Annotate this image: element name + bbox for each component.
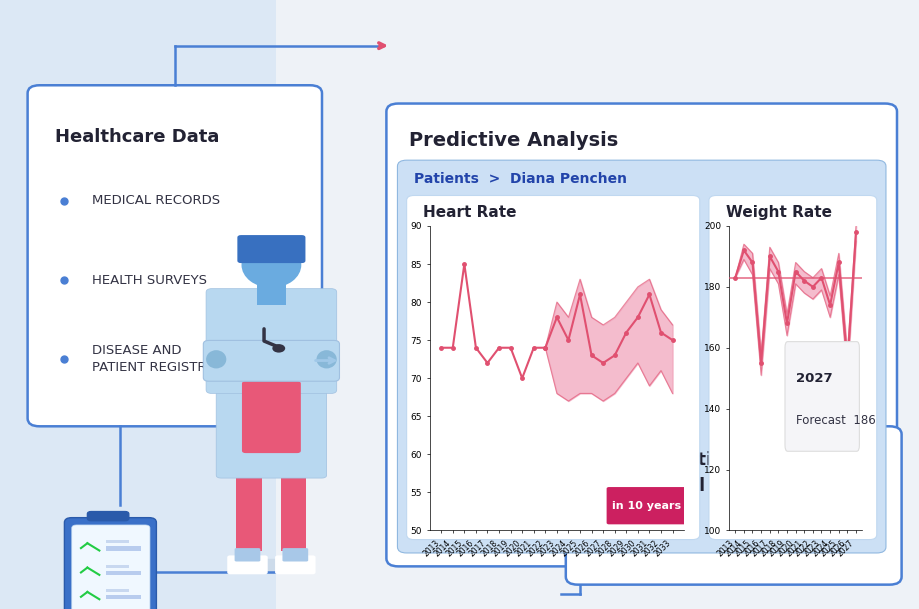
Bar [106, 571, 141, 575]
FancyBboxPatch shape [784, 342, 858, 451]
Text: Predictive Analysis: Predictive Analysis [409, 131, 618, 150]
FancyBboxPatch shape [64, 518, 156, 609]
FancyBboxPatch shape [234, 548, 260, 561]
Bar [106, 565, 129, 568]
FancyBboxPatch shape [282, 548, 308, 561]
FancyBboxPatch shape [606, 487, 686, 524]
FancyBboxPatch shape [242, 381, 301, 453]
Bar [106, 540, 129, 543]
FancyBboxPatch shape [203, 340, 339, 381]
Ellipse shape [241, 242, 301, 288]
Text: MEDICAL RECORDS: MEDICAL RECORDS [92, 194, 220, 208]
Polygon shape [0, 0, 276, 609]
FancyBboxPatch shape [216, 362, 326, 478]
Ellipse shape [272, 344, 285, 353]
Text: Forecast  186: Forecast 186 [795, 414, 874, 428]
FancyBboxPatch shape [406, 195, 699, 540]
Text: Heart Rate: Heart Rate [423, 205, 516, 220]
FancyBboxPatch shape [397, 160, 885, 553]
Text: More effective
operational and clinical
decisions: More effective operational and clinical … [588, 451, 824, 521]
FancyBboxPatch shape [275, 555, 315, 574]
Bar [106, 595, 141, 599]
FancyBboxPatch shape [565, 426, 901, 585]
Bar [280, 472, 306, 551]
Text: 2027: 2027 [795, 371, 832, 385]
FancyBboxPatch shape [206, 289, 336, 393]
Text: Patients  >  Diana Penchen: Patients > Diana Penchen [414, 172, 627, 186]
FancyBboxPatch shape [87, 512, 129, 521]
Bar [236, 472, 262, 551]
Text: Healthcare Data: Healthcare Data [55, 128, 220, 146]
Ellipse shape [230, 559, 312, 574]
FancyBboxPatch shape [72, 525, 150, 609]
Text: in 10 years: in 10 years [611, 501, 680, 511]
Bar [106, 546, 141, 551]
FancyBboxPatch shape [237, 235, 305, 263]
Text: DISEASE AND
PATIENT REGISTRIES: DISEASE AND PATIENT REGISTRIES [92, 344, 227, 375]
Ellipse shape [316, 350, 336, 368]
FancyBboxPatch shape [28, 85, 322, 426]
Text: HEALTH SURVEYS: HEALTH SURVEYS [92, 273, 207, 287]
Bar [106, 589, 129, 592]
FancyBboxPatch shape [709, 195, 876, 540]
Bar [256, 277, 286, 304]
Text: Weight Rate: Weight Rate [725, 205, 831, 220]
Ellipse shape [206, 350, 226, 368]
FancyBboxPatch shape [227, 555, 267, 574]
FancyBboxPatch shape [386, 104, 896, 566]
